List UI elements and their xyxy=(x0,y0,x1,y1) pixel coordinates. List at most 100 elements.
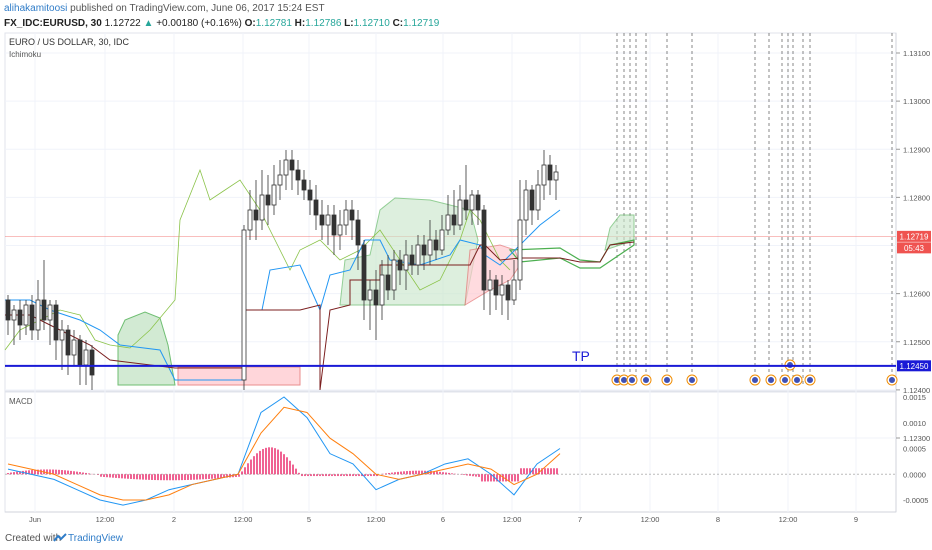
event-flag-icon xyxy=(782,377,788,383)
last-price: 1.12722 xyxy=(104,18,141,29)
event-flag-icon xyxy=(664,377,670,383)
candle-body xyxy=(385,274,391,291)
close-label: C: xyxy=(392,18,404,29)
time-axis-label: 12:00 xyxy=(96,515,115,524)
close-value: 1.12719 xyxy=(403,18,440,29)
price-axis-label: 1.12800 xyxy=(903,193,930,202)
macd-line xyxy=(7,396,561,506)
price-axis-labels: 1.13100 1.13000 1.12900 1.12800 1.12600 1.125… xyxy=(896,49,930,443)
candle-body xyxy=(283,159,289,176)
candle-body xyxy=(5,299,11,321)
macd-axis-label: 0.0015 xyxy=(903,393,926,402)
candle-body xyxy=(313,199,319,216)
cloud-green xyxy=(339,197,479,306)
candle-body xyxy=(343,209,349,226)
candle-body xyxy=(373,289,379,306)
author-link[interactable]: alihakamitoosi xyxy=(4,3,68,14)
event-icons xyxy=(611,359,898,386)
published-text: published on TradingView.com, June 06, 2… xyxy=(67,3,325,14)
indicator-label: Ichimoku xyxy=(9,50,41,59)
event-flag-icon xyxy=(621,377,627,383)
chart-svg[interactable]: TP 1.12719 05:43 1.12450 1.13100 1.13000 1… xyxy=(0,0,932,528)
event-flag-icon xyxy=(807,377,813,383)
candle-body xyxy=(319,214,325,226)
candle-body xyxy=(517,219,523,281)
candle-body xyxy=(325,214,331,226)
candle-body xyxy=(71,339,77,356)
candle-body xyxy=(403,254,409,271)
created-with-text: Created with xyxy=(5,533,62,544)
chart-header: alihakamitoosi published on TradingView.… xyxy=(0,0,932,34)
candle-body xyxy=(47,304,53,321)
time-axis-label: 12:00 xyxy=(779,515,798,524)
cloud-red xyxy=(177,366,301,386)
macd-axis-label: 0.0010 xyxy=(903,419,926,428)
signal-line xyxy=(7,406,561,501)
candle-body xyxy=(253,209,259,221)
time-axis-label: Jun xyxy=(29,515,41,524)
candle-body xyxy=(65,329,71,356)
macd-series xyxy=(5,396,896,506)
candle-body xyxy=(11,309,17,321)
macd-label: MACD xyxy=(9,397,33,406)
candle-body xyxy=(355,219,361,246)
candle-body xyxy=(421,244,427,256)
candle-body xyxy=(295,169,301,181)
time-axis-label: 8 xyxy=(716,515,720,524)
candle-body xyxy=(301,179,307,191)
candle-body xyxy=(271,184,277,206)
candle-body xyxy=(463,199,469,211)
candle-body xyxy=(265,194,271,206)
event-flag-icon xyxy=(889,377,895,383)
kijun-line xyxy=(5,241,635,391)
tradingview-link[interactable]: TradingView xyxy=(68,533,124,544)
time-axis-label: 12:00 xyxy=(641,515,660,524)
candle-body xyxy=(469,194,475,211)
cloud-red xyxy=(464,244,521,306)
time-axis-label: 2 xyxy=(172,515,176,524)
svg-text:1.12719: 1.12719 xyxy=(900,232,929,241)
candle-body xyxy=(289,159,295,171)
candle-body xyxy=(493,279,499,296)
candle-body xyxy=(247,209,253,231)
candle-body xyxy=(487,279,493,291)
event-lines xyxy=(616,33,893,386)
macd-axis-label: -0.0005 xyxy=(903,496,928,505)
candle-body xyxy=(59,329,65,341)
candle-body xyxy=(397,259,403,271)
candle-body xyxy=(35,299,41,331)
price-axis-label: 1.13100 xyxy=(903,49,930,58)
candle-body xyxy=(367,289,373,301)
open-value: 1.12781 xyxy=(255,18,292,29)
candle-body xyxy=(409,254,415,266)
ohlc-line: FX_IDC:EURUSD, 30 1.12722 ▲ +0.00180 (+0… xyxy=(4,18,439,29)
candle-body xyxy=(553,171,559,181)
event-flag-icon xyxy=(794,377,800,383)
candle-body xyxy=(41,299,47,321)
candle-body xyxy=(475,194,481,211)
footer: Created with TradingView xyxy=(0,528,932,550)
macd-axis-labels: 0.0015 0.0010 0.0005 0.0000 -0.0005 xyxy=(903,393,928,505)
high-label: H: xyxy=(294,18,306,29)
price-tag: 1.12719 05:43 xyxy=(897,230,931,254)
candle-body xyxy=(361,244,367,301)
candle-body xyxy=(427,239,433,256)
candle-body xyxy=(17,309,23,326)
candle-body xyxy=(457,199,463,226)
up-arrow-icon: ▲ xyxy=(143,18,154,29)
candle-body xyxy=(241,229,247,381)
candle-body xyxy=(349,209,355,221)
tp-price-tag: 1.12450 xyxy=(897,360,931,372)
candle-body xyxy=(337,224,343,236)
price-axis-label: 1.13000 xyxy=(903,97,930,106)
time-axis-labels: Jun 12:00 2 12:00 5 12:00 6 12:00 7 12:00 8 12:00 9 xyxy=(29,515,858,524)
chart-title: EURO / US DOLLAR, 30, IDC xyxy=(9,37,130,47)
candle-body xyxy=(29,304,35,331)
event-flag-icon xyxy=(614,377,620,383)
tp-label: TP xyxy=(572,348,590,364)
time-axis-label: 6 xyxy=(441,515,445,524)
candle-body xyxy=(433,239,439,251)
candle-body xyxy=(541,164,547,186)
candle-body xyxy=(379,274,385,306)
candle-body xyxy=(53,304,59,341)
